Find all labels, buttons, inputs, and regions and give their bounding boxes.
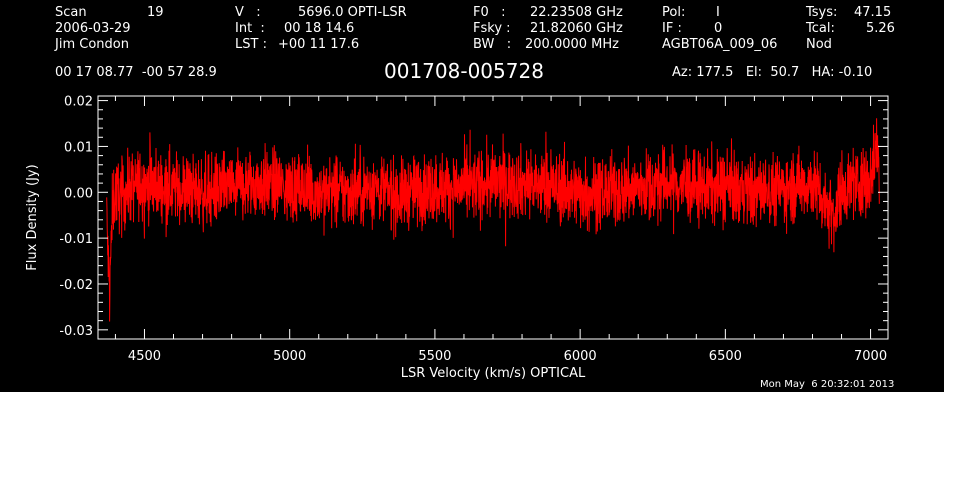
plot-window: Scan 19 2006-03-29 Jim Condon V : 5696.0… xyxy=(0,0,944,392)
tcal-value: 5.26 xyxy=(866,21,895,36)
polarization-label: Pol: xyxy=(662,5,686,20)
tsys-label: Tsys: xyxy=(806,5,838,20)
if-label: IF : xyxy=(662,21,682,36)
observer-name: Jim Condon xyxy=(55,37,129,52)
lst-value: +00 11 17.6 xyxy=(278,37,360,52)
project-id: AGBT06A_009_06 xyxy=(662,37,778,52)
integration-value: 00 18 14.6 xyxy=(284,21,355,36)
spectrum-trace xyxy=(106,118,880,322)
observing-mode: Nod xyxy=(806,37,832,52)
fsky-label: Fsky : xyxy=(473,21,511,36)
y-tick-label: -0.01 xyxy=(59,232,93,247)
f0-value: 22.23508 GHz xyxy=(530,5,623,20)
observation-date: 2006-03-29 xyxy=(55,21,131,36)
fsky-value: 21.82060 GHz xyxy=(530,21,623,36)
velocity-value: 5696.0 OPTI-LSR xyxy=(298,5,407,20)
source-name: 001708-005728 xyxy=(384,59,544,83)
trace-layer xyxy=(106,118,880,322)
y-tick-label: 0.02 xyxy=(64,95,93,110)
if-value: 0 xyxy=(714,21,723,36)
axis-layer: 4500 5000 5500 6000 6500 7000 -0.03 -0.02 -0.01 0… xyxy=(59,95,888,364)
tsys-value: 47.15 xyxy=(854,5,892,20)
scan-value: 19 xyxy=(147,5,164,20)
x-tick-label: 6500 xyxy=(709,349,742,364)
tcal-label: Tcal: xyxy=(806,21,835,36)
lst-label: LST : xyxy=(235,37,267,52)
y-tick-label: 0.00 xyxy=(64,186,93,201)
x-tick-label: 5000 xyxy=(273,349,306,364)
x-tick-label: 4500 xyxy=(128,349,161,364)
x-tick-label: 7000 xyxy=(854,349,887,364)
bandwidth-value: 200.0000 MHz xyxy=(525,37,619,52)
y-tick-label: 0.01 xyxy=(64,140,93,155)
y-axis-label: Flux Density (Jy) xyxy=(25,164,40,270)
az-el-ha: Az: 177.5 El: 50.7 HA: -0.10 xyxy=(672,65,873,80)
plot-timestamp: Mon May 6 20:32:01 2013 xyxy=(760,379,895,390)
integration-label: Int : xyxy=(235,21,265,36)
polarization-value: I xyxy=(716,5,720,20)
spectrum-chart: 4500 5000 5500 6000 6500 7000 -0.03 -0.02 -0.01 0… xyxy=(25,95,889,381)
x-tick-label: 5500 xyxy=(418,349,451,364)
source-coordinates: 00 17 08.77 -00 57 28.9 xyxy=(55,65,217,80)
x-tick-label: 6000 xyxy=(564,349,597,364)
bandwidth-label: BW : xyxy=(473,37,512,52)
y-tick-label: -0.03 xyxy=(59,324,93,339)
f0-label: F0 : xyxy=(473,5,506,20)
y-tick-label: -0.02 xyxy=(59,278,93,293)
velocity-label: V : xyxy=(235,5,261,20)
x-axis-label: LSR Velocity (km/s) OPTICAL xyxy=(401,366,586,381)
scan-label: Scan xyxy=(55,5,87,20)
